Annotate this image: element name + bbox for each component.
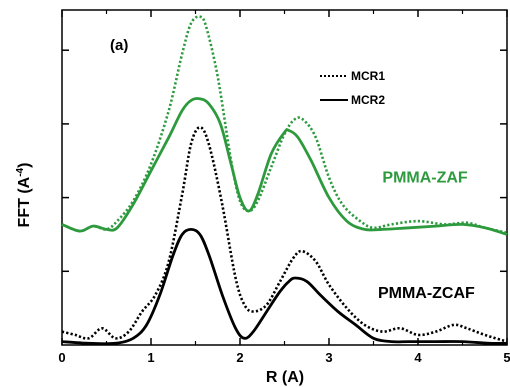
series-line-pmma-zcaf-mcr1 [61,126,508,343]
y-axis-label: FFT (A-4) [15,163,33,228]
x-tick-label-3: 3 [325,350,332,365]
x-tick-label-5: 5 [503,350,510,365]
x-tick-label-1: 1 [147,350,154,365]
y-axis-label-main: FFT (A [16,176,33,227]
y-axis-label-exponent: -4 [15,167,26,176]
group-label-pmma-zcaf: PMMA-ZCAF [378,285,475,302]
legend-label-mcr2: MCR2 [351,93,385,107]
series-layer [61,15,508,346]
series-line-pmma-zaf-mcr1 [61,15,508,235]
series-line-pmma-zcaf-mcr2 [61,228,508,346]
legend-label-mcr1: MCR1 [351,69,385,83]
x-axis-label: R (A) [266,369,304,386]
legend: MCR1 MCR2 [320,69,385,107]
x-tick-label-2: 2 [236,350,243,365]
panel-label: (a) [110,37,128,54]
y-axis-label-close: ) [16,163,33,168]
x-tick-label-4: 4 [414,350,422,365]
tick-layer: 0 1 2 3 4 5 [58,10,510,365]
group-label-pmma-zaf: PMMA-ZAF [382,170,468,187]
series-line-pmma-zaf-mcr2 [61,97,508,236]
svg-text:FFT (A-4): FFT (A-4) [15,163,33,228]
x-tick-label-0: 0 [58,350,65,365]
